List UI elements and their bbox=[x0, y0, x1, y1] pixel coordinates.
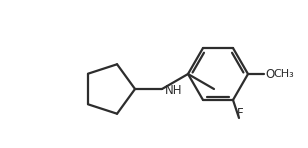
Text: F: F bbox=[237, 107, 243, 120]
Text: CH₃: CH₃ bbox=[273, 69, 294, 79]
Text: NH: NH bbox=[165, 83, 183, 96]
Text: O: O bbox=[265, 67, 274, 81]
